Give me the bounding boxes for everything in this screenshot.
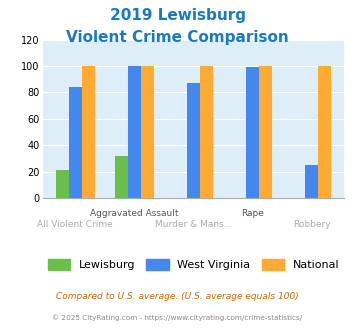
Legend: Lewisburg, West Virginia, National: Lewisburg, West Virginia, National [43,254,344,275]
Text: Murder & Mans...: Murder & Mans... [155,220,232,229]
Text: Rape: Rape [241,209,264,218]
Bar [259,66,272,198]
Text: All Violent Crime: All Violent Crime [37,220,113,229]
Bar [305,165,318,198]
Bar [56,170,69,198]
Bar [187,83,200,198]
Text: © 2025 CityRating.com - https://www.cityrating.com/crime-statistics/: © 2025 CityRating.com - https://www.city… [53,314,302,321]
Bar [141,66,154,198]
Bar [115,156,128,198]
Text: Violent Crime Comparison: Violent Crime Comparison [66,30,289,45]
Text: Aggravated Assault: Aggravated Assault [90,209,179,218]
Bar [200,66,213,198]
Bar [69,87,82,198]
Bar [128,66,141,198]
Bar [246,67,259,198]
Text: Robbery: Robbery [293,220,331,229]
Text: Compared to U.S. average. (U.S. average equals 100): Compared to U.S. average. (U.S. average … [56,292,299,301]
Text: 2019 Lewisburg: 2019 Lewisburg [109,8,246,23]
Bar [318,66,331,198]
Bar [82,66,95,198]
